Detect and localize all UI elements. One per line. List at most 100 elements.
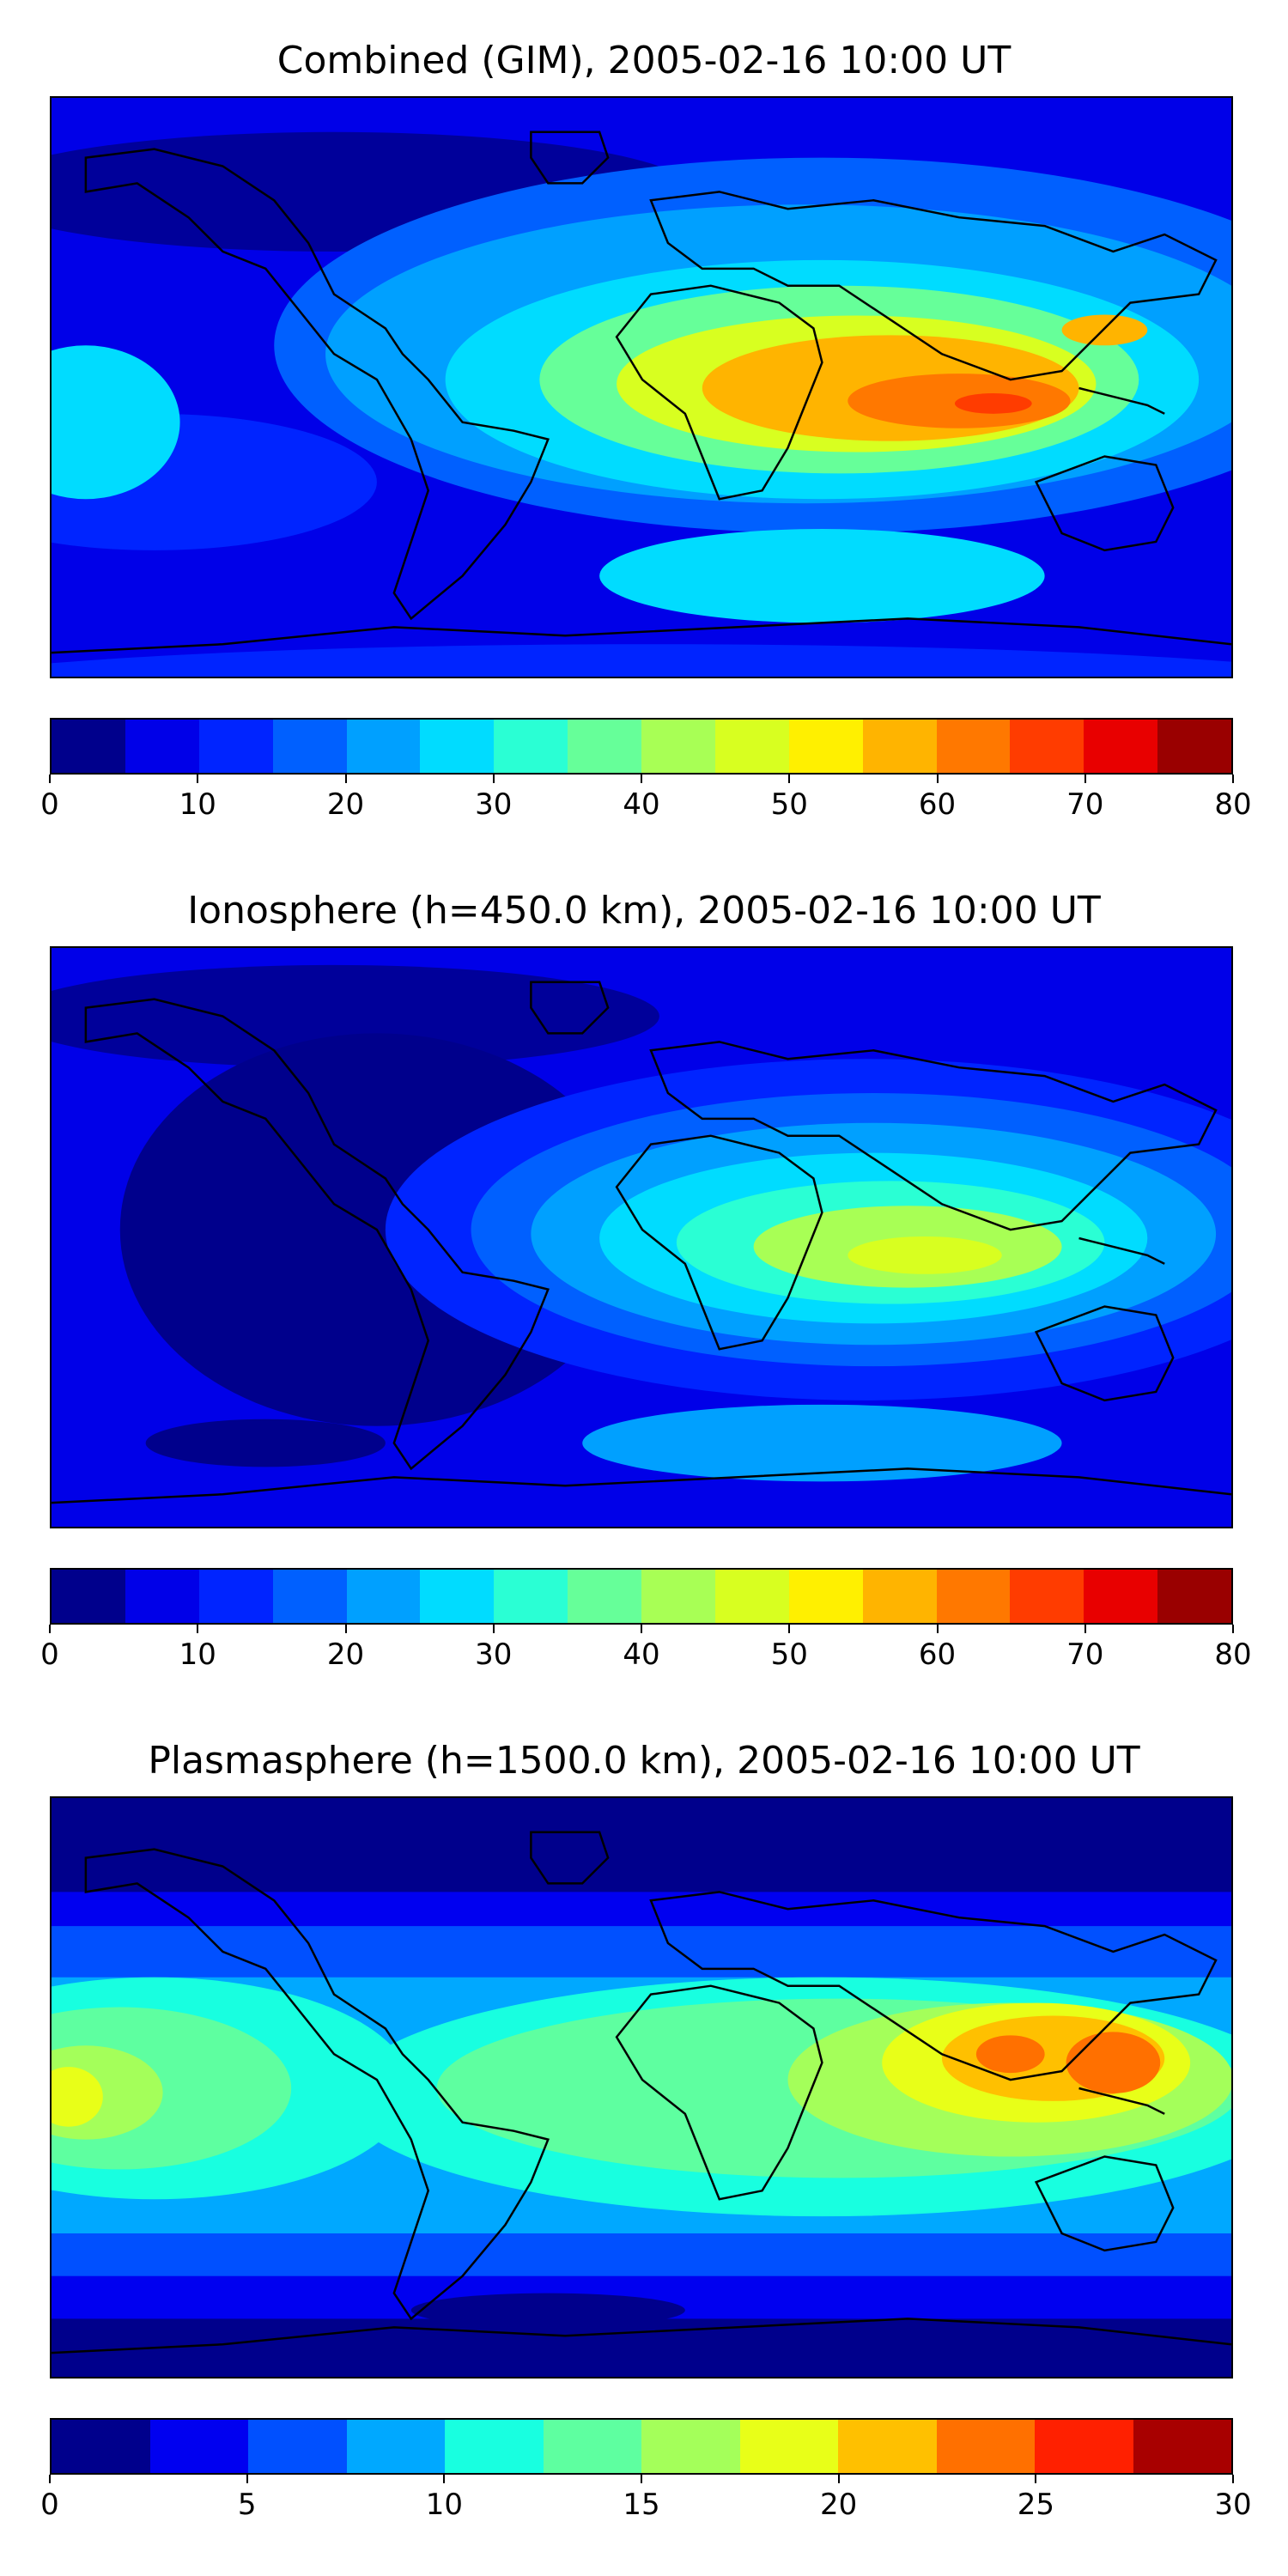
- colorbar-segment: [1084, 720, 1158, 773]
- colorbar-tick-label: 20: [326, 1637, 365, 1672]
- colorbar-segment: [420, 720, 495, 773]
- colorbar-ticks-combined: 0 10 20 30 40 50 60 70 80: [40, 775, 1252, 826]
- colorbar-tick-mark: [641, 775, 642, 783]
- colorbar-tick-label: 70: [1066, 1637, 1104, 1672]
- colorbar-segment: [936, 720, 1011, 773]
- colorbar-tick-label: 30: [475, 1637, 513, 1672]
- colorbar-segment: [272, 1570, 347, 1623]
- colorbar-tick-label: 50: [770, 1637, 808, 1672]
- colorbar-segment: [346, 720, 421, 773]
- map-image: [52, 98, 1231, 677]
- colorbar-tick-label: 15: [623, 2488, 660, 2522]
- colorbar-segment: [445, 2420, 544, 2473]
- colorbar-plasmasphere: [50, 2418, 1233, 2475]
- colorbar-tick-label: 30: [1214, 2488, 1252, 2522]
- colorbar-tick-mark: [837, 2475, 840, 2483]
- colorbar-segment: [149, 2420, 248, 2473]
- colorbar-tick-mark: [492, 775, 495, 783]
- colorbar-segment: [346, 2420, 445, 2473]
- colorbar-combined: [50, 718, 1233, 775]
- colorbar-segment: [568, 720, 641, 773]
- colorbar-segment: [125, 1570, 199, 1623]
- colorbar-segment: [936, 2420, 1035, 2473]
- colorbar-segment: [714, 720, 789, 773]
- colorbar-tick-label: 70: [1066, 787, 1104, 822]
- colorbar-tick-label: 10: [179, 787, 216, 822]
- map-image: [52, 1798, 1231, 2377]
- colorbar-segment: [346, 1570, 421, 1623]
- colorbar-tick-mark: [49, 2475, 51, 2483]
- colorbar-tick-label: 60: [918, 787, 957, 822]
- colorbar-tick-label: 10: [179, 1637, 216, 1672]
- colorbar-tick-mark: [443, 2475, 446, 2483]
- colorbar-tick-mark: [1232, 2475, 1234, 2483]
- colorbar-segment: [272, 720, 347, 773]
- colorbar-segment: [862, 1570, 937, 1623]
- tec-map-ionosphere: [50, 946, 1233, 1528]
- tec-map-plasmasphere: [50, 1796, 1233, 2379]
- colorbar-tick-mark: [641, 2475, 642, 2483]
- colorbar-segment: [838, 2420, 937, 2473]
- colorbar-tick-mark: [197, 1625, 199, 1633]
- colorbar-tick-mark: [344, 1625, 347, 1633]
- colorbar-segment: [248, 2420, 347, 2473]
- colorbar-segment: [52, 720, 125, 773]
- colorbar-segment: [52, 1570, 125, 1623]
- colorbar-tick-label: 5: [237, 2488, 257, 2522]
- colorbar-segment: [641, 1570, 715, 1623]
- colorbar-tick-label: 20: [820, 2488, 858, 2522]
- colorbar-tick-mark: [788, 1625, 791, 1633]
- colorbar-segment: [494, 720, 568, 773]
- colorbar-ticks-plasmasphere: 0 5 10 15 20 25 30: [40, 2475, 1252, 2526]
- panel-title: Combined (GIM), 2005-02-16 10:00 UT: [276, 39, 1012, 82]
- colorbar-tick-label: 25: [1017, 2488, 1054, 2522]
- colorbar-segment: [1157, 1570, 1231, 1623]
- colorbar-tick-mark: [492, 1625, 495, 1633]
- colorbar-tick-label: 0: [40, 2488, 59, 2522]
- colorbar-segment: [936, 1570, 1011, 1623]
- colorbar-segment: [198, 720, 273, 773]
- colorbar-segment: [125, 720, 199, 773]
- colorbar-tick-label: 0: [40, 1637, 59, 1672]
- colorbar-tick-label: 40: [623, 1637, 660, 1672]
- colorbar-segment: [568, 1570, 641, 1623]
- colorbar-segment: [739, 2420, 838, 2473]
- colorbar-segment: [641, 2420, 740, 2473]
- colorbar-tick-label: 80: [1214, 787, 1252, 822]
- colorbar-segment: [1157, 720, 1231, 773]
- colorbar-tick-mark: [936, 1625, 939, 1633]
- colorbar-tick-mark: [788, 775, 791, 783]
- colorbar-segment: [1035, 2420, 1133, 2473]
- colorbar-segment: [52, 2420, 150, 2473]
- colorbar-tick-label: 30: [475, 787, 513, 822]
- colorbar-tick-label: 80: [1214, 1637, 1252, 1672]
- colorbar-tick-label: 20: [326, 787, 365, 822]
- colorbar-tick-mark: [1035, 2475, 1037, 2483]
- colorbar-segment: [1010, 1570, 1084, 1623]
- colorbar-tick-mark: [1232, 1625, 1234, 1633]
- colorbar-tick-mark: [1084, 1625, 1086, 1633]
- colorbar-tick-label: 40: [623, 787, 660, 822]
- colorbar-segment: [788, 1570, 863, 1623]
- colorbar-tick-label: 10: [425, 2488, 463, 2522]
- colorbar-ionosphere: [50, 1568, 1233, 1625]
- colorbar-segment: [1084, 1570, 1158, 1623]
- colorbar-tick-mark: [1084, 775, 1086, 783]
- colorbar-tick-mark: [246, 2475, 248, 2483]
- colorbar-segment: [641, 720, 715, 773]
- colorbar-segment: [198, 1570, 273, 1623]
- colorbar-tick-mark: [936, 775, 939, 783]
- colorbar-tick-label: 50: [770, 787, 808, 822]
- colorbar-segment: [1010, 720, 1084, 773]
- colorbar-tick-mark: [49, 775, 51, 783]
- colorbar-tick-label: 0: [40, 787, 59, 822]
- colorbar-tick-mark: [641, 1625, 642, 1633]
- colorbar-ticks-ionosphere: 0 10 20 30 40 50 60 70 80: [40, 1625, 1252, 1676]
- colorbar-tick-label: 60: [918, 1637, 957, 1672]
- panel-title: Ionosphere (h=450.0 km), 2005-02-16 10:0…: [187, 889, 1101, 933]
- colorbar-tick-mark: [344, 775, 347, 783]
- colorbar-segment: [543, 2420, 641, 2473]
- colorbar-segment: [714, 1570, 789, 1623]
- colorbar-segment: [1133, 2420, 1231, 2473]
- colorbar-segment: [494, 1570, 568, 1623]
